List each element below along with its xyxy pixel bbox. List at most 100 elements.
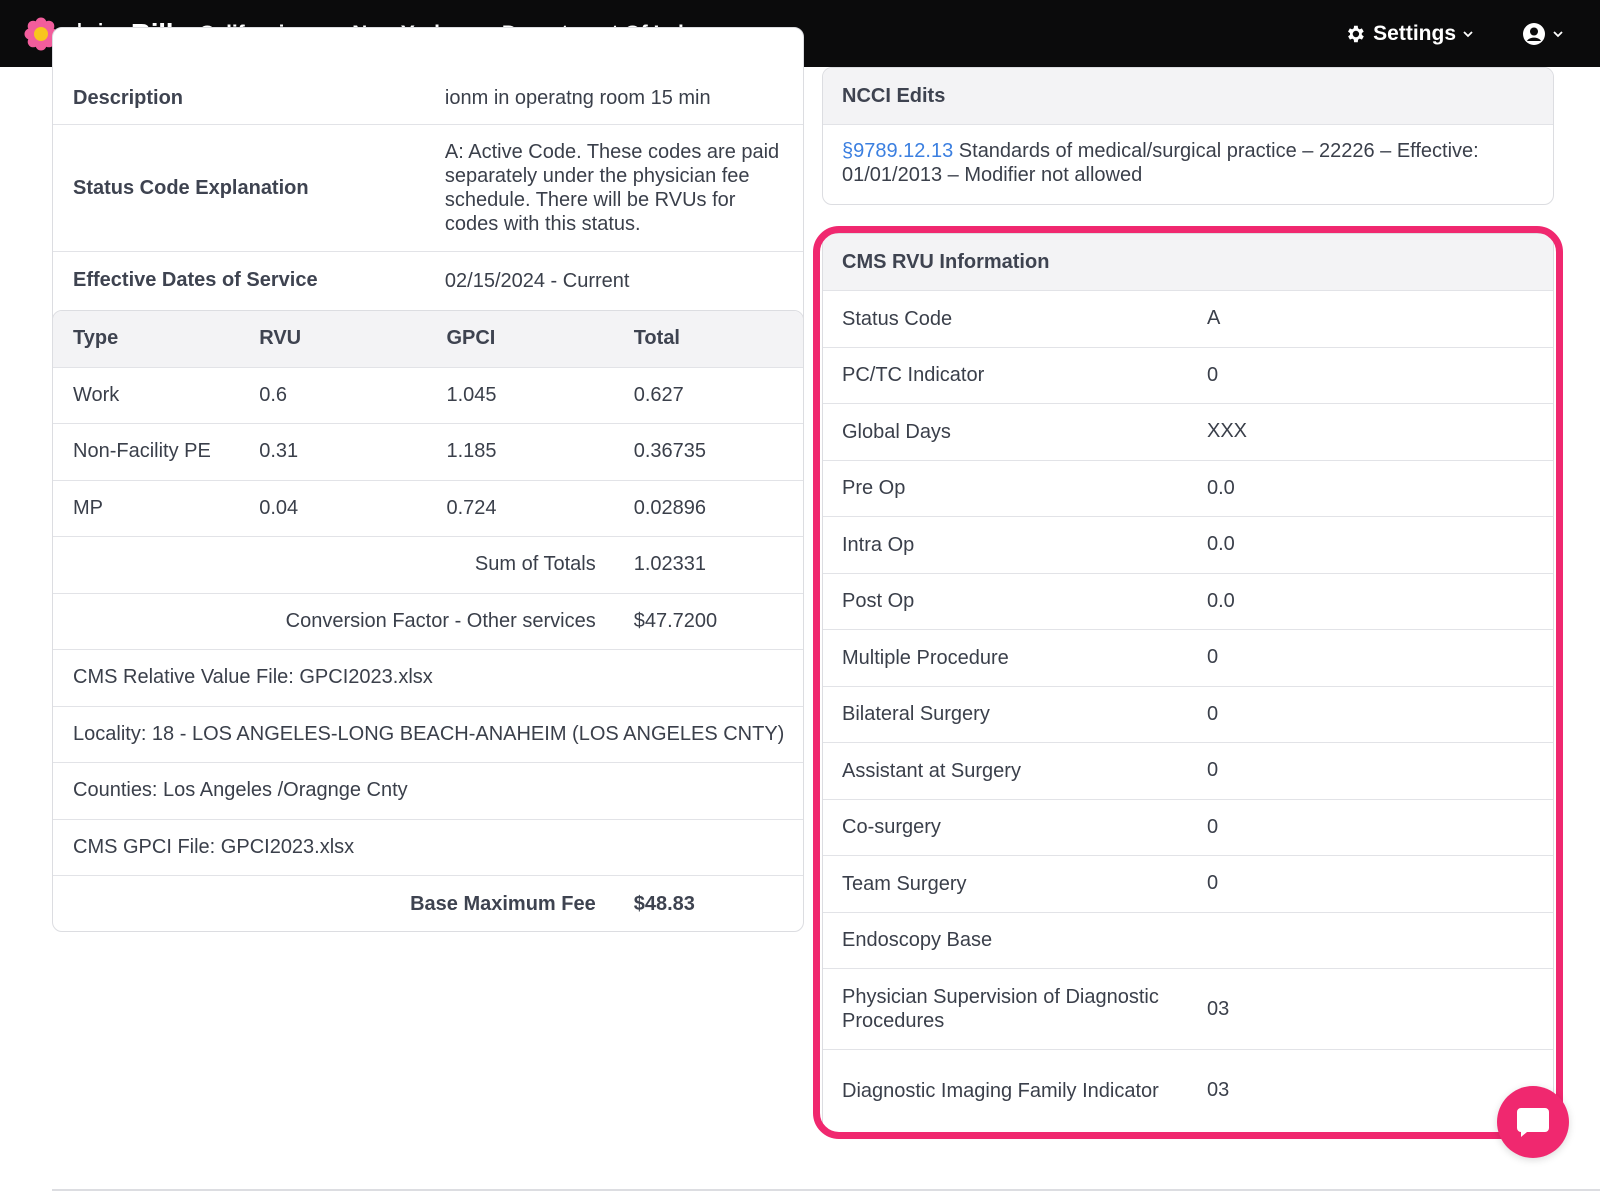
table-cell: 0.04 — [259, 496, 299, 519]
ncci-edits-card: NCCI Edits §9789.12.13 Standards of medi… — [822, 67, 1554, 205]
table-cell: 0.724 — [446, 496, 497, 519]
ncci-description: Standards of medical/surgical practice –… — [842, 140, 1479, 186]
sum-value: 1.02331 — [633, 553, 707, 576]
info-row: PC/TC Indicator 0 — [823, 348, 1553, 404]
row-value: 0 — [1207, 872, 1219, 895]
column-header: RVU — [259, 327, 302, 350]
main-content: Description ionm in operatng room 15 min… — [0, 27, 1600, 1197]
table-cell: 0.02896 — [633, 496, 706, 519]
row-label: Status Code — [842, 307, 953, 330]
card-title: CMS RVU Information — [823, 234, 1553, 291]
row-value: A: Active Code. These codes are paid sep… — [444, 141, 780, 235]
column-header: GPCI — [446, 327, 496, 350]
chat-widget-button[interactable] — [1497, 1086, 1569, 1158]
info-row: Post Op 0.0 — [823, 574, 1553, 630]
row-label: Physician Supervision of Diagnostic Proc… — [842, 986, 1159, 1032]
info-row: CMS GPCI File: GPCI2023.xlsx — [53, 820, 803, 876]
info-row: Co-surgery 0 — [823, 800, 1553, 856]
row-label: Multiple Procedure — [842, 646, 1009, 669]
sum-label: Sum of Totals — [474, 553, 596, 576]
column-header: Total — [633, 327, 680, 350]
base-maximum-fee-row: Base Maximum Fee $48.83 — [53, 876, 803, 931]
row-value: 0 — [1207, 702, 1219, 725]
row-value: ionm in operatng room 15 min — [444, 87, 711, 109]
table-cell: 0.6 — [259, 383, 288, 406]
info-row: Pre Op 0.0 — [823, 461, 1553, 517]
column-header: Type — [73, 327, 119, 350]
rvu-file-text: CMS Relative Value File: GPCI2023.xlsx — [73, 666, 433, 689]
conversion-factor-value: $47.7200 — [633, 609, 718, 632]
info-row: Locality: 18 - LOS ANGELES-LONG BEACH-AN… — [53, 707, 803, 763]
conversion-factor-row: Conversion Factor - Other services $47.7… — [53, 594, 803, 650]
table-cell: Non-Facility PE — [73, 440, 211, 463]
row-label: Global Days — [842, 420, 951, 443]
counties-text: Counties: Los Angeles /Oragnge Cnty — [73, 779, 408, 802]
info-row: Team Surgery 0 — [823, 856, 1553, 913]
table-cell: Work — [73, 383, 120, 406]
row-value: 0 — [1207, 759, 1219, 782]
info-row: Endoscopy Base — [823, 913, 1553, 969]
row-value: 02/15/2024 - Current — [444, 269, 630, 292]
table-cell: 1.045 — [446, 383, 497, 406]
status-explanation-row: Status Code Explanation A: Active Code. … — [53, 125, 803, 252]
regulation-link[interactable]: §9789.12.13 — [842, 140, 954, 162]
row-label: Description — [73, 87, 184, 109]
info-row: Status Code A — [823, 291, 1553, 348]
row-value: 0 — [1207, 646, 1219, 669]
ncci-edit-text: §9789.12.13 Standards of medical/surgica… — [823, 125, 1553, 201]
row-label: Status Code Explanation — [73, 176, 309, 199]
rvu-calculation-table: Type RVU GPCI Total Work 0.6 1.045 0.627… — [52, 310, 804, 932]
sum-of-totals-row: Sum of Totals 1.02331 — [53, 537, 803, 594]
table-row: MP 0.04 0.724 0.02896 — [53, 481, 803, 537]
gpci-file-text: CMS GPCI File: GPCI2023.xlsx — [73, 835, 355, 858]
chevron-down-icon — [1553, 30, 1563, 37]
table-row: Work 0.6 1.045 0.627 — [53, 368, 803, 424]
row-value: 0 — [1207, 363, 1219, 386]
row-value: XXX — [1207, 420, 1248, 443]
table-row: Non-Facility PE 0.31 1.185 0.36735 — [53, 424, 803, 481]
row-label: Pre Op — [842, 477, 906, 500]
row-label: Effective Dates of Service — [73, 269, 318, 291]
row-value: 03 — [1207, 997, 1230, 1020]
locality-text: Locality: 18 - LOS ANGELES-LONG BEACH-AN… — [73, 722, 785, 745]
row-label: Intra Op — [842, 533, 915, 556]
gear-icon — [1348, 25, 1364, 42]
row-label: Co-surgery — [842, 816, 941, 839]
info-row: Intra Op 0.0 — [823, 517, 1553, 574]
row-label: PC/TC Indicator — [842, 364, 985, 387]
table-cell: 1.185 — [446, 440, 497, 463]
row-label: Endoscopy Base — [842, 929, 993, 952]
row-label: Diagnostic Imaging Family Indicator — [842, 1079, 1159, 1102]
fee-value: $48.83 — [633, 892, 695, 915]
settings-dropdown[interactable]: Settings — [1344, 22, 1474, 46]
info-row: Counties: Los Angeles /Oragnge Cnty — [53, 763, 803, 820]
table-cell: MP — [73, 496, 103, 519]
info-row: Global Days XXX — [823, 404, 1553, 461]
row-label: Bilateral Surgery — [842, 703, 990, 726]
fee-label: Base Maximum Fee — [410, 892, 596, 915]
row-value: 03 — [1207, 1079, 1230, 1101]
chevron-down-icon — [1463, 30, 1473, 37]
info-row: CMS Relative Value File: GPCI2023.xlsx — [53, 650, 803, 707]
user-menu-dropdown[interactable] — [1522, 22, 1564, 46]
card-title: NCCI Edits — [823, 68, 1553, 125]
row-value: 0.0 — [1207, 533, 1235, 556]
cms-rvu-information-card: CMS RVU Information Status Code A PC/TC I… — [822, 233, 1554, 1133]
table-header-row: Type RVU GPCI Total — [53, 311, 803, 368]
row-label: Post Op — [842, 590, 915, 613]
divider — [52, 1189, 1600, 1191]
info-row: Bilateral Surgery 0 — [823, 687, 1553, 743]
daisy-flower-icon — [24, 17, 58, 50]
row-label: Assistant at Surgery — [842, 759, 1021, 782]
conversion-factor-label: Conversion Factor - Other services — [285, 609, 596, 632]
row-value: 0.0 — [1207, 476, 1235, 499]
table-cell: 0.36735 — [633, 440, 706, 463]
chat-bubble-icon — [1517, 1108, 1549, 1137]
row-label: Team Surgery — [842, 872, 967, 895]
info-row: Multiple Procedure 0 — [823, 630, 1553, 687]
info-row: Physician Supervision of Diagnostic Proc… — [823, 969, 1553, 1050]
user-avatar-icon — [1523, 22, 1545, 45]
row-value: 0.0 — [1207, 589, 1235, 612]
row-value: 0 — [1207, 815, 1219, 838]
info-row: Assistant at Surgery 0 — [823, 743, 1553, 800]
